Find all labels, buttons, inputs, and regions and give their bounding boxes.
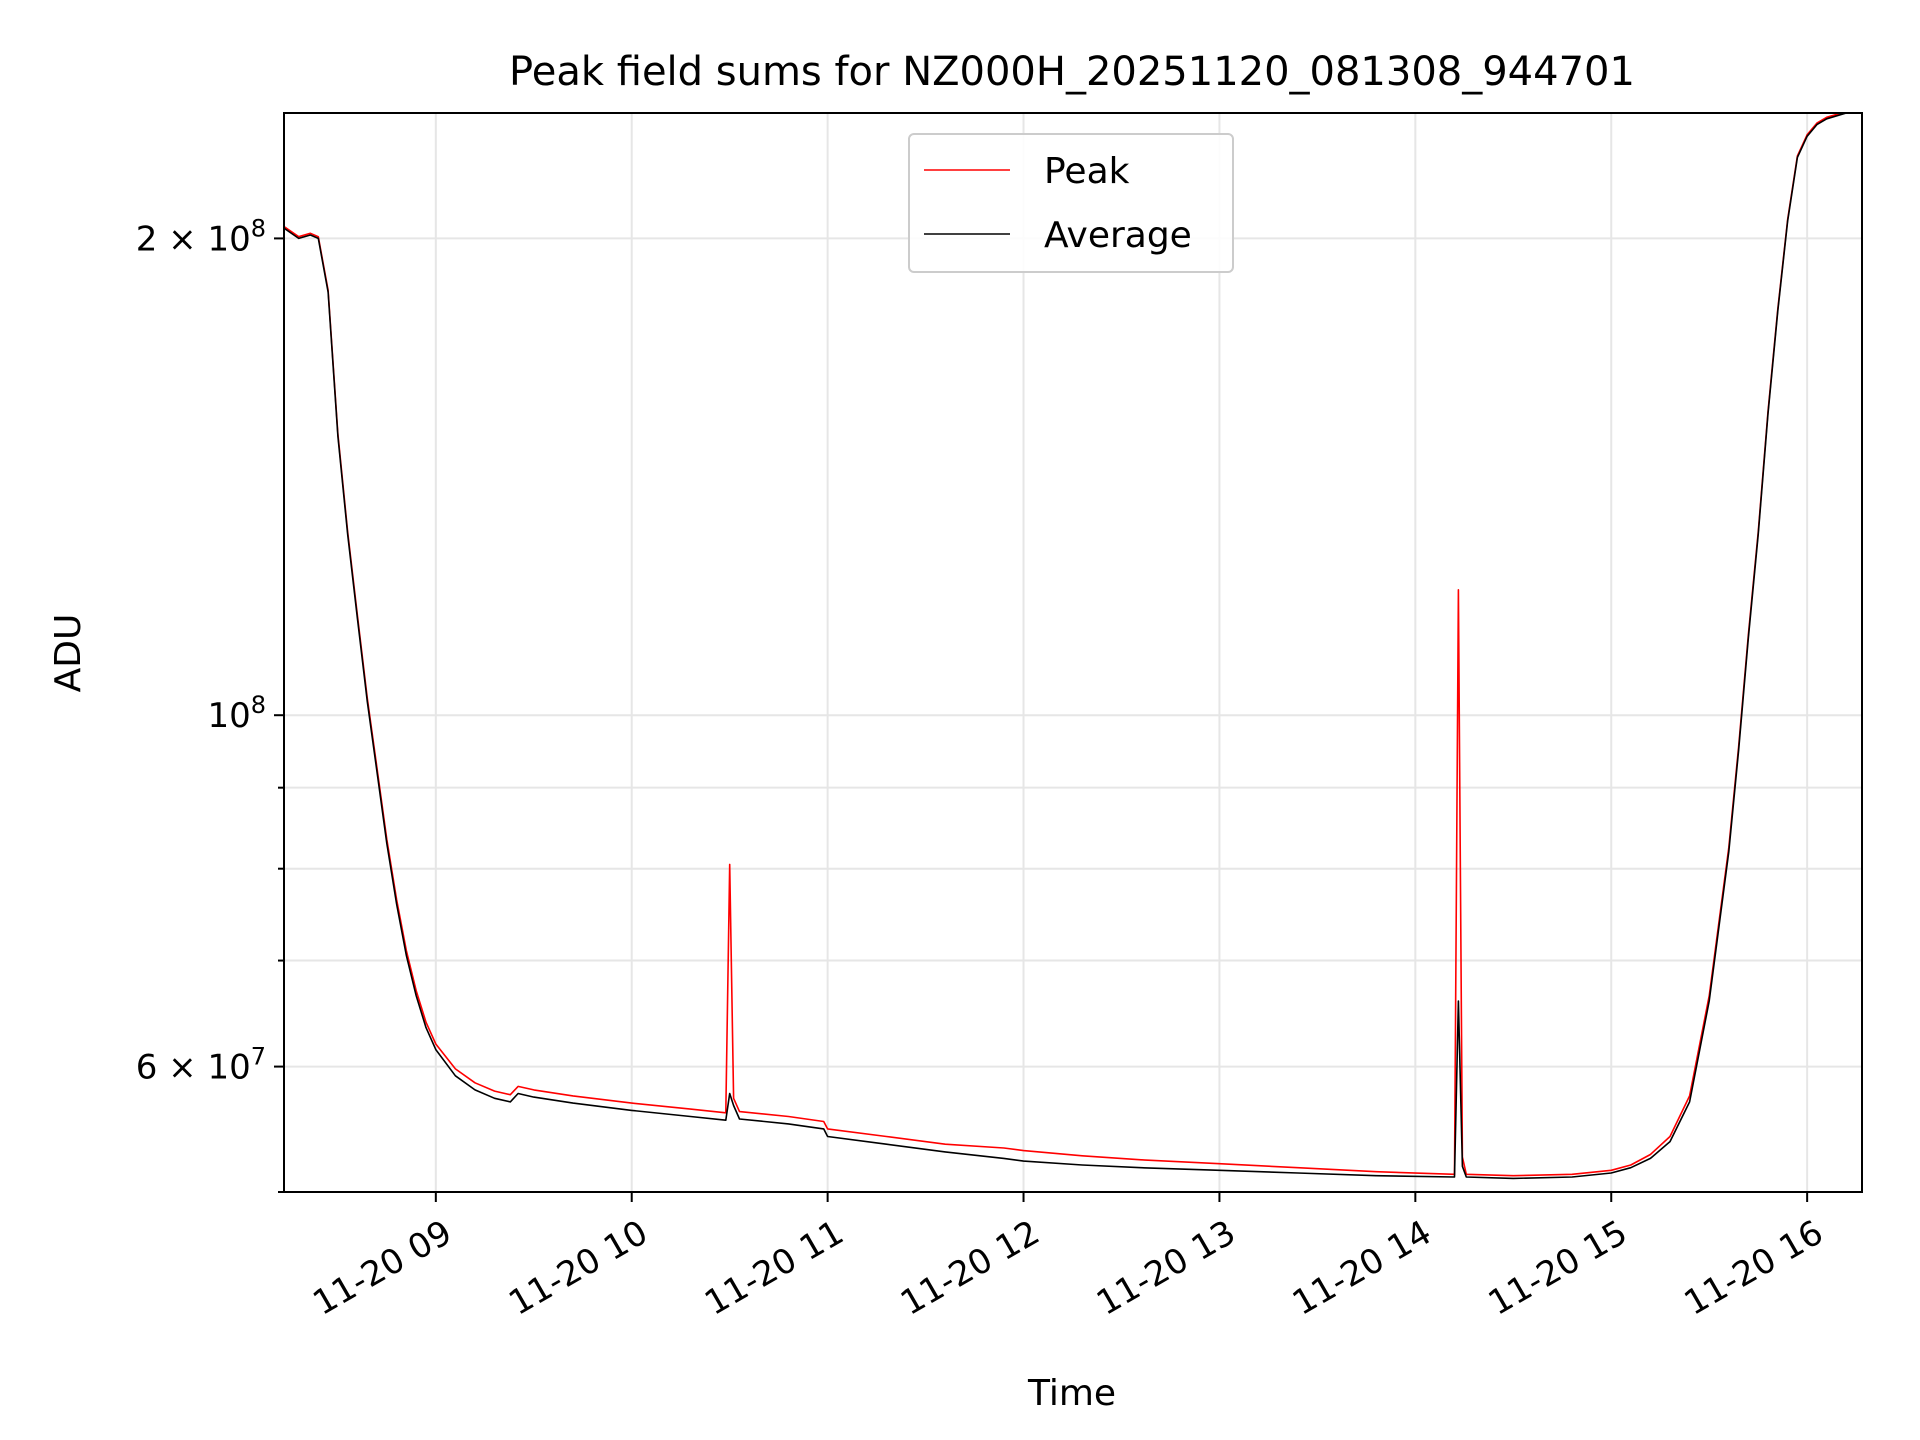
series-line-average xyxy=(284,113,1851,1180)
plot-frame xyxy=(283,112,1863,1193)
x-axis-label: Time xyxy=(1027,1373,1116,1414)
y-axis-label: ADU xyxy=(48,614,89,693)
y-tick-label: 2 × 108 xyxy=(136,214,266,259)
legend-average-label: Average xyxy=(1044,215,1192,256)
legend: Peak Average xyxy=(908,133,1234,273)
y-tick-label: 6 × 107 xyxy=(136,1043,266,1088)
series-lines xyxy=(284,113,1851,1180)
legend-box xyxy=(908,133,1234,273)
chart-title: Peak field sums for NZ000H_20251120_0813… xyxy=(509,49,1635,95)
y-axis-ticks: 6 × 107 108 2 × 108 xyxy=(136,214,284,1193)
y-tick-label: 108 xyxy=(207,691,266,736)
legend-peak-label: Peak xyxy=(1044,151,1130,192)
